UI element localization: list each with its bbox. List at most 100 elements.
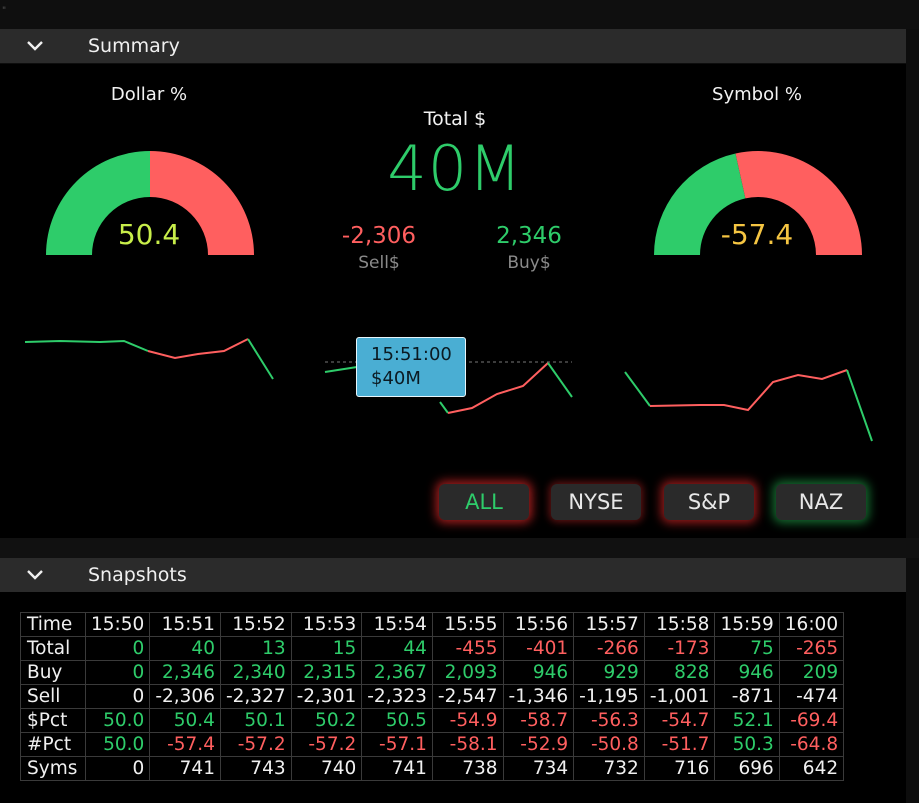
table-cell: 946 [714,660,780,685]
table-cell: -1,346 [502,684,575,709]
tooltip-value: $40M [371,368,421,389]
filter-sp-button[interactable]: S&P [664,484,754,520]
table-cell: 0 [84,660,151,685]
time-header-cell: 15:58 [643,612,716,637]
table-cell: 738 [431,756,504,781]
table-cell: -58.1 [431,732,504,757]
time-header-cell: 15:51 [149,612,221,637]
table-cell: -474 [778,684,845,709]
filter-all-button[interactable]: ALL [439,484,529,520]
table-cell: -266 [573,636,645,661]
table-cell: 740 [290,756,363,781]
summary-panel: Dollar % 50.4 Total $ 40M -2,306 Sell$ 2… [0,64,906,538]
sparkline-charts [24,338,873,442]
filter-naz-button[interactable]: NAZ [776,484,866,520]
table-cell: 15 [290,636,363,661]
table-cell: -54.7 [643,708,716,733]
table-cell: 741 [361,756,433,781]
table-cell: 40 [149,636,221,661]
chart-tooltip: 15:51:00 $40M [356,337,466,397]
table-cell: -265 [778,636,845,661]
tooltip-time: 15:51:00 [371,344,452,365]
symbol-gauge-green-arc [654,153,746,255]
table-cell: 0 [84,756,151,781]
table-cell: -57.1 [361,732,433,757]
chevron-down-icon[interactable] [0,40,70,52]
table-row: Buy 0 2,346 2,340 2,315 2,367 2,093 946 929 828 94… [20,660,845,685]
symbol-gauge [654,151,862,255]
table-cell: -871 [714,684,780,709]
dollar-gauge-red-arc [150,151,254,255]
row-label: #Pct [20,732,86,757]
table-cell: -51.7 [643,732,716,757]
symbol-gauge-label: Symbol % [712,84,802,105]
snapshots-table: Time 15:50 15:51 15:52 15:53 15:54 15:55 15:56 1… [20,612,845,781]
time-header-cell: 15:52 [219,612,292,637]
table-cell: 743 [219,756,292,781]
table-header-row: Time 15:50 15:51 15:52 15:53 15:54 15:55 15:56 1… [20,612,845,637]
snapshots-panel: Time 15:50 15:51 15:52 15:53 15:54 15:55 15:56 1… [0,592,906,803]
table-row: Sell 0 -2,306 -2,327 -2,301 -2,323 -2,547 -1,34… [20,684,845,709]
table-cell: 0 [84,636,151,661]
table-cell: 2,315 [290,660,363,685]
table-cell: 50.0 [84,708,151,733]
table-cell: 2,340 [219,660,292,685]
chevron-down-icon[interactable] [0,569,70,581]
table-cell: -57.2 [290,732,363,757]
table-cell: 696 [714,756,780,781]
table-cell: 50.1 [219,708,292,733]
table-cell: 741 [149,756,221,781]
symbol-sparkline [624,369,873,442]
table-cell: 2,346 [149,660,221,685]
summary-panel-header[interactable]: Summary [0,29,906,63]
table-cell: 828 [643,660,716,685]
row-label: Buy [20,660,86,685]
symbol-gauge-red-arc [735,151,862,255]
table-cell: 2,367 [361,660,433,685]
table-cell: 75 [714,636,780,661]
table-cell: 0 [84,684,151,709]
table-cell: -455 [431,636,504,661]
table-cell: -54.9 [431,708,504,733]
total-sparkline [324,361,573,414]
symbol-gauge-value: -57.4 [720,218,794,251]
filter-nyse-button[interactable]: NYSE [551,484,641,520]
table-row: $Pct 50.0 50.4 50.1 50.2 50.5 -54.9 -58.7 -56.3-… [20,708,845,733]
time-header-cell: 15:56 [502,612,575,637]
table-cell: 732 [573,756,645,781]
total-label: Total $ [423,108,487,130]
table-cell: -50.8 [573,732,645,757]
table-row: #Pct 50.0 -57.4 -57.2 -57.2 -57.1 -58.1 -52.9 -5… [20,732,845,757]
table-cell: -58.7 [502,708,575,733]
dollar-gauge-value: 50.4 [117,218,181,251]
table-cell: -57.2 [219,732,292,757]
time-header-cell: 16:00 [778,612,845,637]
row-label: Syms [20,756,86,781]
buy-value: 2,346 [496,223,562,249]
dollar-gauge-label: Dollar % [110,84,188,105]
table-cell: 50.5 [361,708,433,733]
summary-title: Summary [88,35,180,57]
dollar-gauge [46,151,254,255]
table-cell: 209 [778,660,845,685]
row-label: Time [20,612,86,637]
table-cell: -2,301 [290,684,363,709]
table-cell: 50.4 [149,708,221,733]
table-row: Syms 0 741 743 740 741 738 734 732 716 696 642 [20,756,845,781]
snapshots-title: Snapshots [88,564,187,586]
row-label: Total [20,636,86,661]
table-cell: -173 [643,636,716,661]
table-cell: -2,323 [361,684,433,709]
table-cell: 642 [778,756,845,781]
time-header-cell: 15:55 [431,612,504,637]
table-cell: -52.9 [502,732,575,757]
table-cell: 13 [219,636,292,661]
table-cell: -69.4 [778,708,845,733]
table-cell: 52.1 [714,708,780,733]
row-label: Sell [20,684,86,709]
table-cell: -401 [502,636,575,661]
snapshots-panel-header[interactable]: Snapshots [0,558,906,592]
table-cell: -64.8 [778,732,845,757]
window-edge-mark: " [2,6,7,16]
table-cell: 50.2 [290,708,363,733]
